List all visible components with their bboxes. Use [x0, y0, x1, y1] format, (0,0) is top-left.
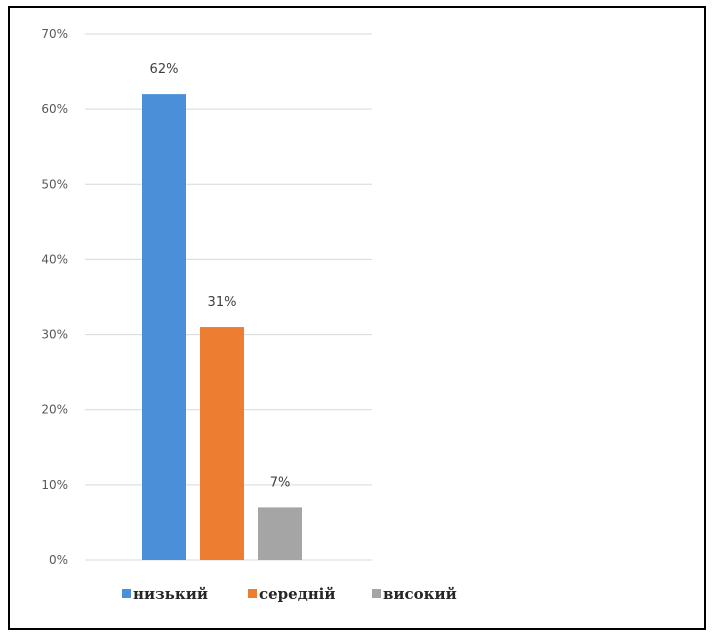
y-tick-label: 0%: [49, 553, 68, 567]
legend-swatch: [248, 589, 257, 598]
data-label: 31%: [208, 295, 237, 310]
bars: [142, 94, 302, 560]
y-tick-label: 10%: [41, 478, 68, 492]
legend: низький середній високий: [122, 585, 457, 603]
data-label: 7%: [270, 475, 291, 490]
chart-frame: 0% 10% 20% 30% 40% 50% 60% 70% 62% 31% 7% низький…: [8, 6, 706, 630]
bar-chart: 0% 10% 20% 30% 40% 50% 60% 70% 62% 31% 7% низький…: [41, 27, 457, 603]
y-tick-label: 50%: [41, 177, 68, 191]
y-tick-label: 60%: [41, 102, 68, 116]
bar-3: [258, 507, 302, 560]
y-tick-label: 20%: [41, 403, 68, 417]
data-label: 62%: [150, 62, 179, 77]
bar-1: [142, 94, 186, 560]
legend-swatch: [372, 589, 381, 598]
bar-2: [200, 327, 244, 560]
legend-label: середній: [259, 585, 336, 603]
data-labels: 62% 31% 7%: [150, 62, 291, 490]
y-axis-ticks: 0% 10% 20% 30% 40% 50% 60% 70%: [41, 27, 68, 567]
y-tick-label: 30%: [41, 328, 68, 342]
legend-label: низький: [133, 585, 208, 603]
y-tick-label: 40%: [41, 252, 68, 266]
legend-swatch: [122, 589, 131, 598]
y-tick-label: 70%: [41, 27, 68, 41]
legend-label: високий: [383, 585, 457, 603]
